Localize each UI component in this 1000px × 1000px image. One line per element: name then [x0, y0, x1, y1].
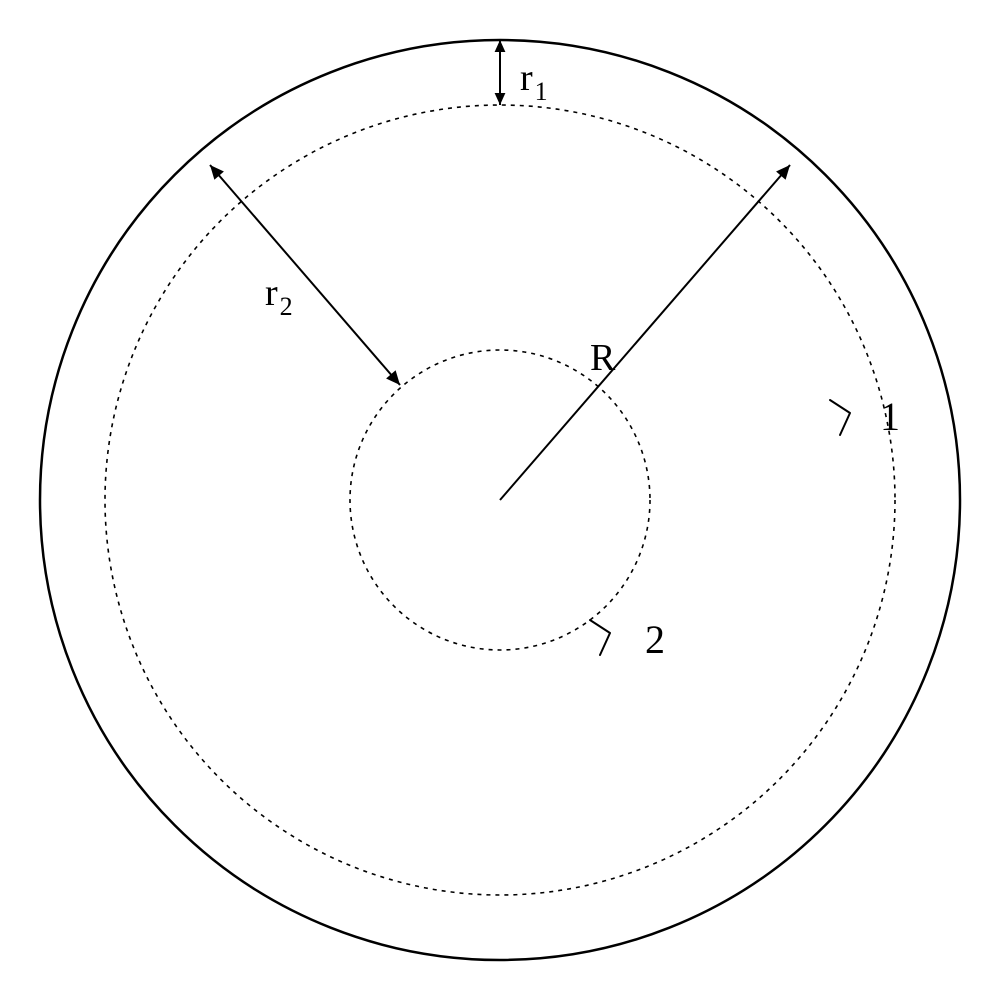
leader-2: [590, 620, 610, 655]
label-R: R: [590, 337, 616, 379]
label-1: 1: [880, 394, 900, 439]
label-2: 2: [645, 617, 665, 662]
r1-dimension: [495, 40, 506, 105]
r2-dimension: [210, 165, 400, 385]
radius-R: [500, 165, 790, 500]
label-r1: r1: [520, 57, 548, 106]
leader-1: [830, 400, 850, 435]
label-r2: r2: [265, 272, 293, 321]
